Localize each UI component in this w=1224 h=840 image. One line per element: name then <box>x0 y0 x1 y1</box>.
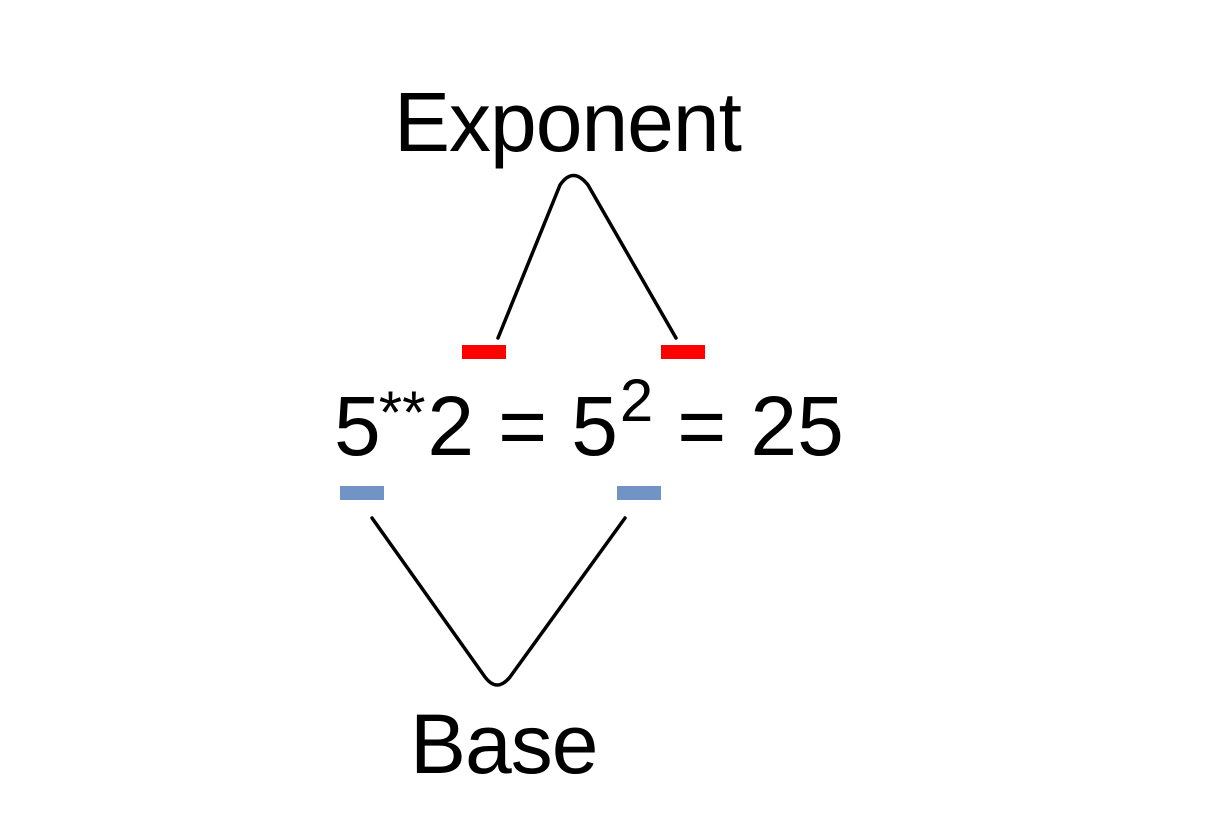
base-math: 5 <box>571 379 618 473</box>
base-marker-math <box>617 486 661 500</box>
exponent-connector <box>496 173 678 340</box>
base-marker-literal <box>340 486 384 500</box>
power-operator: ** <box>378 379 426 446</box>
equation: 5 ** 2 = 5 2 = 25 <box>334 371 844 473</box>
equals-sign-1: = <box>498 379 548 473</box>
exponent-label: Exponent <box>394 75 742 169</box>
equals-sign-2: = <box>677 379 727 473</box>
exponent-marker-superscript <box>661 345 705 359</box>
result-value: 25 <box>750 379 844 473</box>
base-literal: 5 <box>334 379 381 473</box>
base-label: Base <box>410 697 598 791</box>
base-connector <box>370 516 627 687</box>
exponent-literal: 2 <box>427 379 475 473</box>
exponent-superscript: 2 <box>619 367 654 434</box>
exponent-marker-literal <box>462 345 506 359</box>
